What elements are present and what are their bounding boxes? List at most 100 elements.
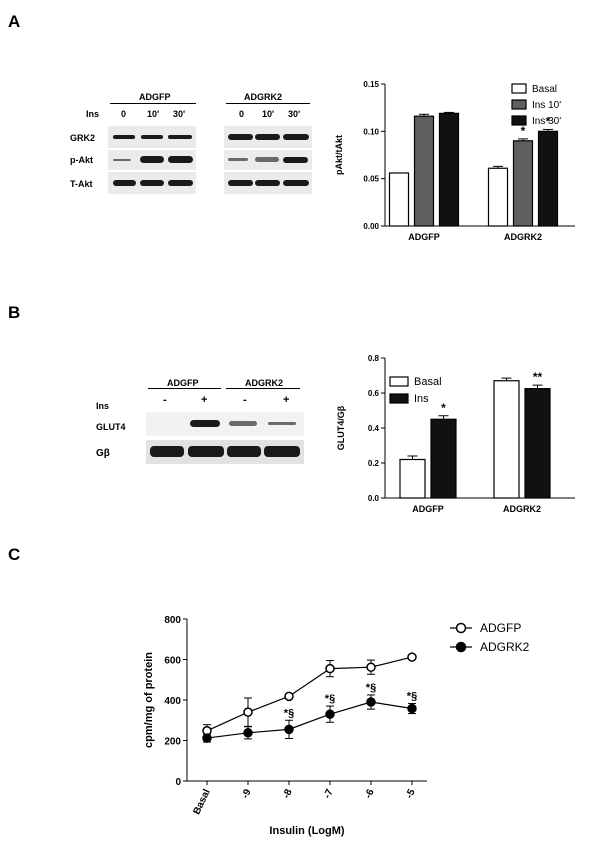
chart-c-y-axis-label: cpm/mg of protein <box>143 652 155 748</box>
blot-band <box>113 159 131 161</box>
blot-a-time-label: 0 <box>239 109 245 119</box>
blot-band <box>168 156 193 163</box>
chart-a-y-tick-label: 0.05 <box>363 175 379 184</box>
blot-band <box>168 180 193 186</box>
chart-b-y-tick-label: 0.6 <box>368 389 380 398</box>
chart-a-bar <box>438 112 460 227</box>
chart-a-legend-label: Ins 30' <box>532 116 561 127</box>
blot-a-row-label-grk2: GRK2 <box>70 133 96 143</box>
blot-a-group-line-adgfp <box>110 103 196 104</box>
blot-b-sign: + <box>283 394 290 406</box>
chart-b-x-tick-label: ADGFP <box>412 504 444 514</box>
blot-b-sign: - <box>243 394 247 406</box>
blot-a-time-label: 10' <box>262 109 275 119</box>
chart-a-legend-swatch <box>511 83 527 94</box>
chart-c-significance-label: *§ <box>366 682 376 694</box>
chart-b-significance-label: * <box>441 401 446 415</box>
chart-a-bar <box>413 115 435 227</box>
chart-b-y-tick-label: 0.2 <box>368 459 380 468</box>
chart-a-legend-label: Basal <box>532 84 557 95</box>
blot-strip <box>224 172 312 194</box>
chart-b-x-tick-label: ADGRK2 <box>503 504 541 514</box>
chart-c-x-tick-label: -7 <box>322 787 336 800</box>
blot-strip <box>108 150 196 170</box>
chart-c-point <box>325 709 335 719</box>
chart-c-legend-marker <box>455 622 467 634</box>
blot-strip <box>108 126 196 148</box>
chart-b-legend-swatch <box>389 376 409 387</box>
blot-band <box>168 135 192 139</box>
blot-band <box>113 180 136 186</box>
blot-a-ins-label: Ins <box>86 109 100 119</box>
blot-a-group-label-adgrk2: ADGRK2 <box>244 92 283 102</box>
chart-c-y-tick-label: 800 <box>164 615 181 626</box>
chart-a-y-tick-label: 0.00 <box>363 222 379 231</box>
blot-strip <box>146 412 304 436</box>
panel-a-letter: A <box>8 12 21 31</box>
blot-band <box>228 158 248 161</box>
blot-band <box>255 180 280 186</box>
blot-a-time-label: 30' <box>173 109 186 119</box>
blot-band <box>268 422 296 425</box>
blot-band <box>255 157 279 162</box>
chart-c-x-tick-label: Basal <box>191 787 212 816</box>
chart-c-point <box>366 662 376 672</box>
chart-c-legend-label: ADGRK2 <box>480 640 530 654</box>
chart-c-point <box>366 697 376 707</box>
chart-b-legend-label: Ins <box>414 393 429 405</box>
chart-c-significance-label: *§ <box>284 707 294 719</box>
blot-b-row-label-glut4: GLUT4 <box>96 422 126 432</box>
chart-b-significance-label: ** <box>533 370 543 384</box>
panel-b-bar-chart: 0.0 0.2 0.4 0.6 0.8 GLUT4/Gβ * ADGFP ** ADGRK2 Bas… <box>336 354 575 514</box>
chart-b-y-tick-label: 0.8 <box>368 354 380 363</box>
chart-a-significance-label: * <box>521 124 526 138</box>
blot-band <box>264 446 300 457</box>
chart-b-bar <box>399 458 426 499</box>
blot-b-group-label-adgrk2: ADGRK2 <box>245 378 284 388</box>
chart-c-point <box>407 703 417 714</box>
blot-strip <box>224 150 312 170</box>
chart-c-point <box>243 728 253 738</box>
blot-band <box>283 134 309 140</box>
blot-a-time-label: 30' <box>288 109 301 119</box>
blot-band <box>113 135 135 139</box>
chart-a-significance-label: * <box>546 114 551 128</box>
chart-c-x-axis-label: Insulin (LogM) <box>269 825 344 837</box>
blot-band <box>140 156 164 163</box>
chart-a-x-tick-label: ADGRK2 <box>504 232 542 242</box>
chart-a-bar <box>487 167 509 227</box>
chart-b-bar <box>493 380 520 499</box>
blot-b-sign: + <box>201 394 208 406</box>
blot-band <box>255 134 280 140</box>
chart-a-y-tick-label: 0.15 <box>363 80 379 89</box>
chart-a-legend-label: Ins 10' <box>532 100 561 111</box>
chart-a-y-axis-label: pAkt/tAkt <box>334 135 344 175</box>
blot-band <box>190 420 220 427</box>
chart-a-bar <box>537 130 559 227</box>
blot-a-group-label-adgfp: ADGFP <box>139 92 171 102</box>
chart-c-point <box>407 652 417 662</box>
blot-band <box>141 135 163 139</box>
blot-band <box>140 180 164 186</box>
blot-b-row-label-gbeta: Gβ <box>96 448 110 459</box>
blot-a-row-label-takt: T-Akt <box>70 179 93 189</box>
blot-a-time-label: 10' <box>147 109 160 119</box>
chart-b-legend-label: Basal <box>414 376 442 388</box>
chart-a-bar <box>512 140 534 227</box>
chart-a-legend-swatch <box>511 115 527 126</box>
chart-b-legend-swatch <box>389 393 409 404</box>
chart-c-x-tick-label: -8 <box>281 787 295 800</box>
panel-b-letter: B <box>8 303 21 322</box>
blot-band <box>227 446 261 457</box>
chart-c-legend-label: ADGFP <box>480 621 521 635</box>
blot-band <box>188 446 224 457</box>
chart-b-y-tick-label: 0.0 <box>368 494 380 503</box>
blot-b-ins-label: Ins <box>96 401 110 411</box>
blot-band <box>228 134 253 140</box>
blot-band <box>283 180 309 186</box>
chart-c-x-tick-label: -6 <box>363 787 377 800</box>
blot-band <box>150 446 184 457</box>
blot-b-group-label-adgfp: ADGFP <box>167 378 199 388</box>
blot-a-row-label-pakt: p-Akt <box>70 155 93 165</box>
blot-b-sign: - <box>163 394 167 406</box>
